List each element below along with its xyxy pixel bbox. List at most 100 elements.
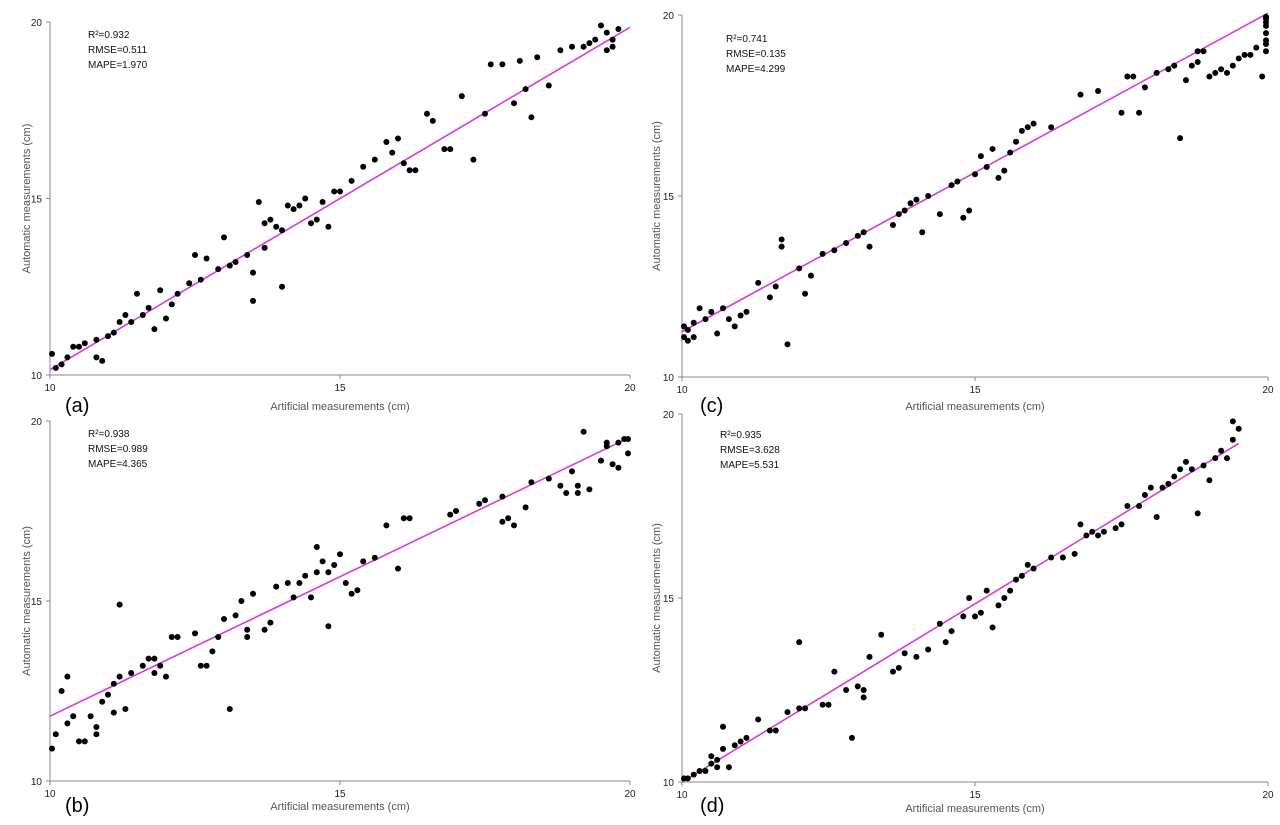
stat-label: MAPE=1.970 [88, 60, 148, 71]
data-point [784, 341, 791, 348]
y-axis-label: Automatic measurements (cm) [21, 124, 33, 274]
data-point [1212, 69, 1219, 76]
data-point [325, 223, 332, 230]
data-point [1200, 462, 1207, 469]
data-point [70, 343, 77, 350]
data-point [221, 234, 227, 241]
data-point [714, 764, 721, 771]
data-point [203, 255, 210, 262]
data-point [267, 619, 274, 626]
data-point [447, 511, 454, 518]
data-point [772, 727, 779, 734]
x-tick-label: 10 [44, 789, 56, 800]
data-point [64, 720, 71, 727]
data-point [1235, 425, 1242, 432]
data-point [528, 479, 535, 486]
data-point [93, 731, 100, 738]
data-point [1153, 514, 1160, 521]
y-axis-label: Automatic measurements (cm) [651, 121, 663, 271]
data-point [511, 522, 517, 529]
data-point [690, 334, 697, 341]
y-tick-label: 15 [663, 192, 675, 203]
data-point [901, 650, 908, 657]
data-point [1153, 69, 1160, 76]
data-point [825, 701, 832, 708]
data-point [545, 475, 552, 482]
y-tick-label: 10 [663, 778, 675, 789]
data-point [145, 655, 152, 662]
x-tick-label: 20 [1262, 790, 1274, 801]
data-point [197, 662, 204, 669]
data-point [737, 738, 744, 745]
data-point [796, 265, 803, 272]
data-point [110, 709, 117, 716]
data-point [499, 61, 506, 68]
data-point [360, 163, 367, 170]
data-point [255, 199, 262, 206]
data-point [49, 350, 55, 357]
data-point [110, 680, 117, 687]
data-point [284, 580, 291, 586]
data-point [948, 182, 955, 189]
y-tick-label: 15 [31, 195, 43, 206]
data-point [424, 110, 430, 117]
data-point [625, 436, 631, 442]
data-point [499, 493, 506, 500]
y-tick-label: 15 [663, 594, 675, 605]
data-point [203, 662, 210, 669]
data-point [681, 323, 687, 330]
data-point [1024, 561, 1031, 568]
data-point [1147, 484, 1154, 491]
data-point [1206, 73, 1213, 80]
data-point [244, 251, 251, 258]
x-tick-label: 15 [334, 383, 346, 394]
x-tick-label: 15 [969, 790, 981, 801]
data-point [279, 283, 285, 290]
y-tick-label: 20 [663, 410, 675, 421]
data-point [325, 623, 332, 630]
x-tick-label: 10 [44, 383, 56, 394]
data-point [1013, 138, 1020, 145]
data-point [302, 195, 309, 202]
data-point [1071, 550, 1078, 557]
data-point [714, 330, 721, 337]
data-point [151, 670, 158, 676]
data-point [383, 522, 390, 529]
data-point [534, 54, 541, 61]
data-point [725, 764, 732, 771]
data-point [1182, 458, 1189, 465]
data-point [174, 290, 181, 297]
data-point [1024, 124, 1031, 131]
data-point [528, 114, 535, 121]
data-point [989, 624, 996, 631]
data-point [1059, 554, 1066, 561]
data-point [819, 701, 826, 708]
data-point [99, 357, 106, 364]
data-point [796, 639, 803, 646]
data-point [1259, 73, 1266, 80]
data-point [1112, 525, 1119, 532]
data-point [267, 216, 274, 223]
data-point [447, 146, 454, 153]
data-point [134, 290, 140, 297]
data-point [1030, 120, 1037, 127]
data-point [831, 247, 838, 254]
data-point [360, 558, 367, 565]
data-point [93, 354, 100, 361]
data-point [128, 670, 135, 676]
data-point [116, 601, 123, 608]
data-point [731, 742, 738, 749]
data-point [878, 631, 885, 638]
data-point [279, 227, 285, 234]
data-point [983, 587, 990, 594]
data-point [1188, 466, 1195, 473]
data-point [1194, 510, 1201, 517]
data-point [215, 266, 222, 273]
data-point [168, 301, 175, 308]
data-point [470, 156, 477, 163]
data-point [936, 211, 943, 218]
x-axis-label: Artificial measurements (cm) [270, 801, 409, 813]
data-point [273, 223, 280, 230]
data-point [70, 713, 77, 720]
x-tick-label: 20 [1262, 385, 1274, 396]
